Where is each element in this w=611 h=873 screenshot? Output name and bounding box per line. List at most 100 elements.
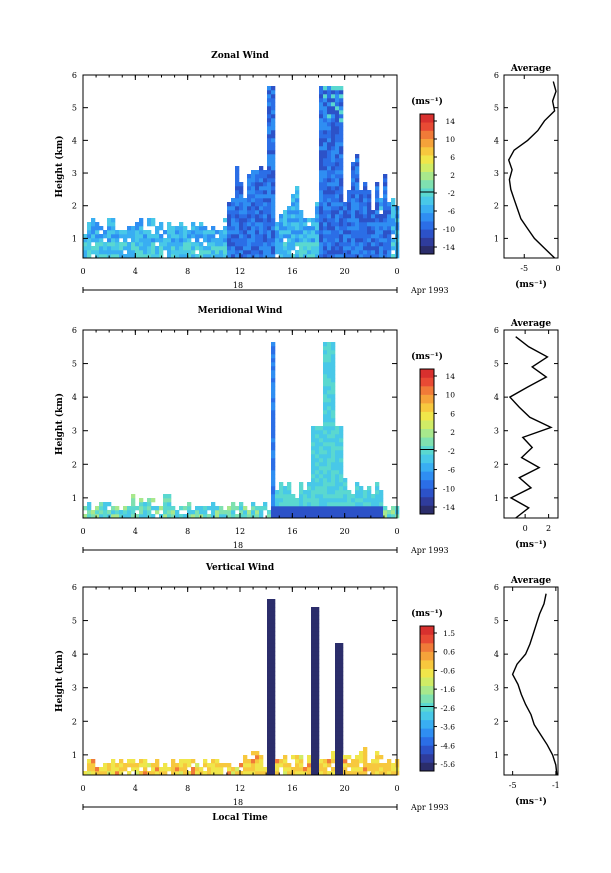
- heatmap-cell: [315, 254, 320, 259]
- heatmap-cell: [123, 234, 128, 239]
- heatmap-cell: [363, 751, 368, 756]
- heatmap-cell: [355, 494, 360, 499]
- heatmap-cell: [243, 202, 248, 207]
- heatmap-cell: [323, 250, 328, 255]
- heatmap-cell: [99, 242, 104, 247]
- heatmap-cell: [139, 226, 144, 231]
- heatmap-cell: [323, 767, 328, 772]
- heatmap-cell: [355, 162, 360, 167]
- heatmap-cell: [247, 242, 252, 247]
- heatmap-cell: [259, 226, 264, 231]
- heatmap-cell: [311, 446, 316, 451]
- heatmap-cell: [271, 731, 276, 736]
- heatmap-cell: [91, 763, 96, 768]
- heatmap-cell: [151, 218, 156, 223]
- heatmap-cell: [131, 498, 136, 503]
- heatmap-cell: [335, 490, 340, 495]
- heatmap-cell: [299, 238, 304, 243]
- heatmap-cell: [339, 158, 344, 163]
- heatmap-cell: [363, 214, 368, 219]
- heatmap-cell: [315, 703, 320, 708]
- heatmap-cell: [387, 202, 392, 207]
- heatmap-cell: [331, 90, 336, 95]
- heatmap-cell: [267, 603, 272, 608]
- heatmap-cell: [267, 655, 272, 660]
- heatmap-cell: [319, 238, 324, 243]
- y-tick-label: 2: [72, 202, 77, 211]
- date-label: 18: [233, 281, 243, 290]
- heatmap-cell: [279, 494, 284, 499]
- heatmap-cell: [355, 170, 360, 175]
- heatmap-cell: [271, 202, 276, 207]
- heatmap-cell: [283, 771, 288, 776]
- heatmap-cell: [83, 254, 88, 259]
- heatmap-cell: [219, 250, 224, 255]
- heatmap-cell: [247, 194, 252, 199]
- heatmap-cell: [127, 254, 132, 259]
- heatmap-cell: [327, 158, 332, 163]
- heatmap-cell: [271, 715, 276, 720]
- colorbar-unit: (ms⁻¹): [411, 96, 443, 107]
- heatmap-cell: [295, 202, 300, 207]
- y-tick-label: 4: [72, 393, 77, 402]
- heatmap-cell: [95, 250, 100, 255]
- heatmap-cell: [271, 98, 276, 103]
- heatmap-cell: [371, 230, 376, 235]
- heatmap-cell: [279, 763, 284, 768]
- heatmap-cell: [171, 246, 176, 251]
- heatmap-cell: [107, 222, 112, 227]
- heatmap-cell: [87, 234, 92, 239]
- heatmap-cell: [327, 759, 332, 764]
- heatmap-cell: [135, 246, 140, 251]
- heatmap-cell: [375, 194, 380, 199]
- heatmap-cell: [351, 190, 356, 195]
- heatmap-cell: [227, 222, 232, 227]
- heatmap-cell: [327, 458, 332, 463]
- heatmap-cell: [191, 514, 196, 519]
- heatmap-cell: [319, 90, 324, 95]
- heatmap-cell: [351, 250, 356, 255]
- heatmap-cell: [207, 246, 212, 251]
- heatmap-cell: [143, 771, 148, 776]
- heatmap-cell: [371, 759, 376, 764]
- heatmap-cell: [179, 771, 184, 776]
- heatmap-cell: [359, 494, 364, 499]
- heatmap-cell: [283, 506, 288, 511]
- heatmap-cell: [323, 450, 328, 455]
- heatmap-cell: [323, 114, 328, 119]
- heatmap-cell: [279, 242, 284, 247]
- heatmap-cell: [343, 486, 348, 491]
- heatmap-cell: [315, 506, 320, 511]
- heatmap-cell: [327, 86, 332, 91]
- heatmap-cell: [315, 458, 320, 463]
- heatmap-cell: [335, 703, 340, 708]
- heatmap-cell: [339, 458, 344, 463]
- heatmap-cell: [327, 110, 332, 115]
- heatmap-cell: [335, 719, 340, 724]
- heatmap-cell: [267, 98, 272, 103]
- heatmap-cell: [319, 182, 324, 187]
- heatmap-cell: [259, 210, 264, 215]
- heatmap-cell: [363, 502, 368, 507]
- heatmap-cell: [271, 178, 276, 183]
- heatmap-cell: [315, 210, 320, 215]
- heatmap-cell: [339, 655, 344, 660]
- heatmap-cell: [359, 206, 364, 211]
- heatmap-cell: [271, 134, 276, 139]
- heatmap-cell: [335, 510, 340, 515]
- heatmap-cell: [335, 458, 340, 463]
- heatmap-cell: [303, 502, 308, 507]
- heatmap-cell: [223, 510, 228, 515]
- heatmap-cell: [271, 679, 276, 684]
- heatmap-cell: [235, 210, 240, 215]
- heatmap-cell: [243, 230, 248, 235]
- heatmap-cell: [259, 214, 264, 219]
- heatmap-cell: [363, 222, 368, 227]
- heatmap-cell: [331, 422, 336, 427]
- heatmap-cell: [331, 114, 336, 119]
- heatmap-cell: [103, 767, 108, 772]
- heatmap-cell: [339, 747, 344, 752]
- heatmap-cell: [99, 250, 104, 255]
- heatmap-cell: [307, 759, 312, 764]
- heatmap-cell: [227, 246, 232, 251]
